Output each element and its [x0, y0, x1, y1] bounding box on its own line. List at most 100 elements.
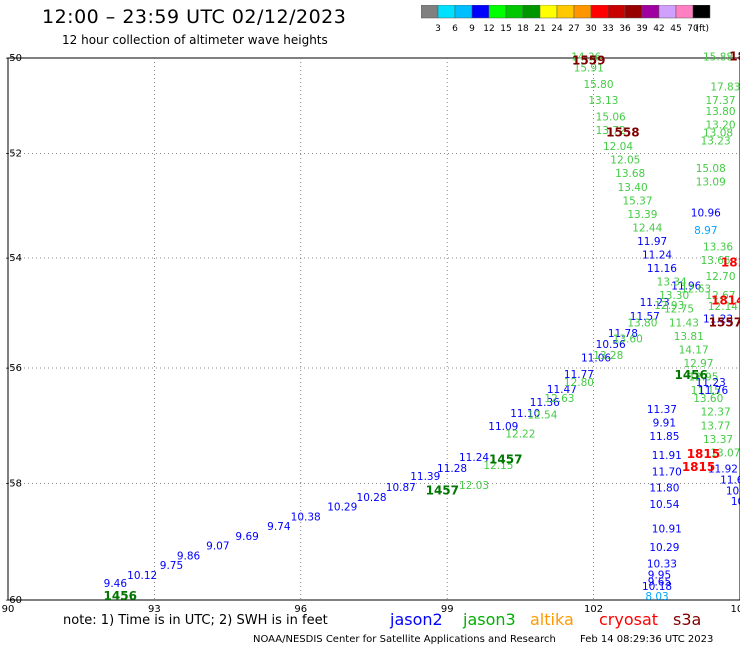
wave-height-label: 15.08 [696, 163, 726, 175]
wave-height-label: 10.33 [647, 558, 677, 570]
colorbar-tick-label: 21 [534, 24, 545, 34]
wave-height-label: 12.54 [527, 409, 557, 421]
wave-height-label: 12.95 [688, 371, 718, 383]
wave-height-label: 8.97 [694, 225, 717, 237]
legend-jason3: jason3 [463, 610, 516, 629]
time-label: 1456 [674, 368, 707, 382]
wave-height-label: 12.03 [459, 480, 489, 492]
wave-height-label: 10.12 [127, 570, 157, 582]
wave-height-label: 10.18 [642, 581, 672, 593]
wave-height-label: 10.56 [596, 339, 626, 351]
wave-height-label: 10.38 [291, 511, 321, 523]
wave-height-label: 9.46 [104, 578, 128, 590]
wave-height-label: 13.20 [705, 119, 735, 131]
wave-height-label: 11.09 [488, 421, 518, 433]
time-label: 1815 [682, 460, 715, 474]
wave-height-label: 10.29 [327, 502, 357, 514]
wave-height-label: 9.75 [160, 560, 183, 572]
wave-height-label: 15.80 [583, 79, 613, 91]
colorbar-unit-label: (ft) [695, 24, 709, 34]
wave-height-label: 8.03 [645, 591, 668, 603]
x-tick-label: 93 [148, 604, 161, 615]
wave-height-label: 11.85 [649, 431, 679, 443]
colorbar-tick-label: 6 [452, 24, 458, 34]
wave-height-label: 10.28 [357, 492, 387, 504]
units-note: note: 1) Time is in UTC; 2) SWH is in fe… [63, 613, 328, 628]
wave-height-label: 11.28 [437, 463, 467, 475]
wave-height-label: 10.91 [652, 523, 682, 535]
colorbar-tick-label: 15 [500, 24, 511, 34]
colorbar-tick-label: 3 [435, 24, 441, 34]
footer-timestamp: Feb 14 08:29:36 UTC 2023 [580, 634, 714, 645]
wave-height-label: 11.10 [510, 408, 540, 420]
wave-height-label: 10 [731, 496, 740, 508]
wave-height-label: 10.9 [726, 485, 740, 497]
y-tick-label: -60 [6, 595, 22, 606]
wave-height-label: 13.60 [693, 393, 723, 405]
y-tick-label: -50 [6, 53, 22, 64]
colorbar-tick-label: 9 [469, 24, 475, 34]
wave-height-label: 11.39 [410, 471, 440, 483]
wave-height-label: 13.80 [705, 106, 735, 118]
wave-height-label: 11.68 [720, 474, 740, 486]
wave-height-label: 11.70 [652, 466, 682, 478]
wave-height-label: 13.36 [703, 241, 733, 253]
wave-height-label: 11.97 [637, 236, 667, 248]
colorbar-tick-label: 70 [687, 24, 699, 34]
wave-height-label: 13.40 [618, 182, 648, 194]
wave-height-label: 11.16 [647, 263, 677, 275]
wave-height-label: 12.63 [681, 284, 711, 296]
color-scale-legend: 3 6 9 12 15 18 21 24 27 30 33 36 39 42 45 70(ft) [421, 5, 711, 34]
wave-height-label: 13.28 [593, 350, 623, 362]
wave-height-label: 13.13 [588, 95, 618, 107]
wave-height-label: 13.77 [701, 420, 731, 432]
colorbar-tick-label: 12 [483, 24, 494, 34]
wave-height-label: 9.95 [648, 569, 671, 581]
colorbar-swatch [692, 5, 711, 19]
wave-height-label: 12.22 [505, 428, 535, 440]
chart-subtitle: 12 hour collection of altimeter wave hei… [62, 33, 328, 47]
wave-height-label: 11.91 [652, 450, 682, 462]
wave-height-label: 9.65 [648, 576, 671, 588]
wave-height-label: 13.39 [627, 209, 657, 221]
wave-height-label: 9.69 [235, 531, 258, 543]
wave-height-label: 13.68 [615, 168, 645, 180]
wave-height-label: 17.37 [705, 95, 735, 107]
y-tick-label: -56 [6, 363, 22, 374]
colorbar-tick-label: 30 [585, 24, 597, 34]
footer-credit: NOAA/NESDIS Center for Satellite Applica… [253, 634, 556, 645]
wave-height-label: 14.36 [571, 52, 601, 64]
wave-height-label: 11.06 [581, 353, 611, 365]
legend-s3a: s3a [673, 610, 702, 629]
wave-height-label: 15.37 [622, 195, 652, 207]
wave-height-label: 13.30 [659, 290, 689, 302]
colorbar-tick-label: 33 [602, 24, 613, 34]
wave-height-label: 12.37 [701, 407, 731, 419]
time-label: 1559 [572, 54, 605, 68]
wave-height-label: 10.54 [649, 499, 679, 511]
x-tick-label: 90 [2, 604, 15, 615]
time-label: 1457 [426, 483, 459, 497]
time-label: 1557 [709, 315, 740, 329]
wave-height-label: 9.91 [653, 418, 676, 430]
x-tick-label: 102 [584, 604, 603, 615]
wave-height-label: 12.75 [664, 304, 694, 316]
wave-height-label: 11.43 [669, 317, 699, 329]
wave-height-label: 11.23 [703, 313, 733, 325]
plot-frame [7, 57, 740, 601]
wave-height-label: 11.96 [671, 280, 701, 292]
y-tick-label: -52 [6, 148, 22, 159]
wave-height-label: 9.86 [177, 550, 201, 562]
wave-height-label: 11.57 [630, 311, 660, 323]
wave-height-label: 12.67 [705, 290, 735, 302]
wave-height-label: 11.80 [649, 483, 679, 495]
wave-height-label: 11.37 [647, 404, 677, 416]
wave-height-label: 11.92 [708, 464, 738, 476]
wave-height-label: 12.15 [483, 460, 513, 472]
legend-cryosat: cryosat [599, 610, 659, 629]
wave-height-label: 11.76 [698, 385, 728, 397]
wave-height-label: 10.87 [386, 482, 416, 494]
wave-height-label: 11.78 [608, 328, 638, 340]
x-tick-label: 105 [730, 604, 740, 615]
wave-height-label: 12.44 [632, 222, 662, 234]
